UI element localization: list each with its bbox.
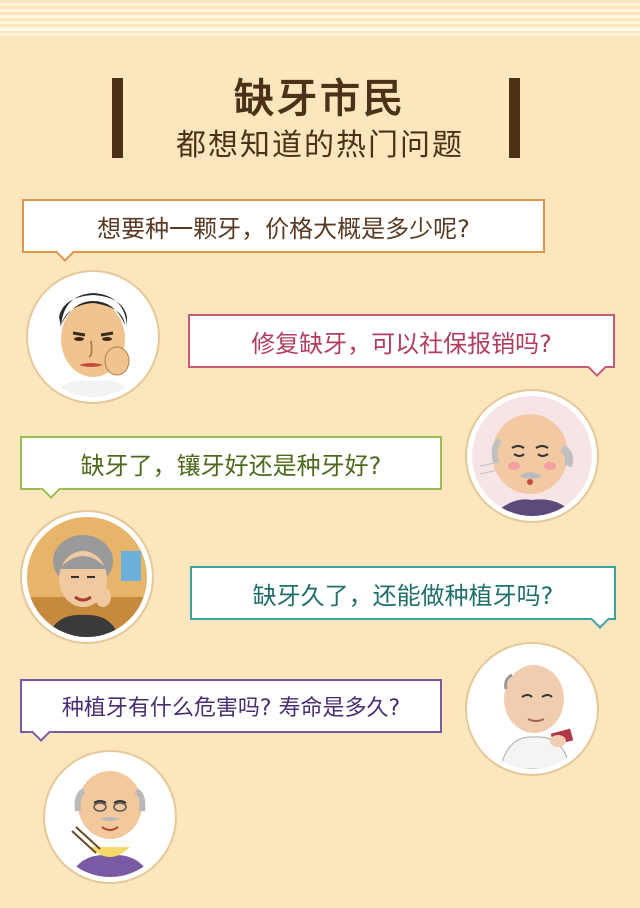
top-divider-line xyxy=(0,29,640,31)
bubble-tail xyxy=(41,479,61,499)
bubble-tail xyxy=(587,357,607,377)
page-title: 缺牙市民 xyxy=(234,76,406,122)
question-bubble-price: 想要种一颗牙，价格大概是多少呢? xyxy=(22,199,545,262)
elder-eating-noodles-icon xyxy=(45,752,175,882)
left-bracket-decoration xyxy=(112,78,123,158)
question-bubble-long-missing: 缺牙久了，还能做种植牙吗? xyxy=(190,566,616,629)
bubble-tail xyxy=(55,242,75,262)
question-bubble-insurance: 修复缺牙，可以社保报销吗? xyxy=(188,314,615,377)
grey-hair-woman-icon xyxy=(22,512,152,642)
page-subtitle: 都想知道的热门问题 xyxy=(176,128,464,163)
question-bubble-risk: 种植牙有什么危害吗? 寿命是多久? xyxy=(20,679,442,742)
question-text: 缺牙了，镶牙好还是种牙好? xyxy=(80,451,382,480)
right-bracket-decoration xyxy=(509,78,520,158)
question-bubble-compare: 缺牙了，镶牙好还是种牙好? xyxy=(20,436,442,499)
bubble-tail xyxy=(31,722,51,742)
bald-elder-whistling-icon xyxy=(467,391,597,521)
man-toothache-icon xyxy=(28,272,158,402)
question-text: 种植牙有什么危害吗? 寿命是多久? xyxy=(61,696,401,721)
question-text: 缺牙久了，还能做种植牙吗? xyxy=(252,581,554,610)
bubble-tail xyxy=(590,609,610,629)
question-text: 想要种一颗牙，价格大概是多少呢? xyxy=(97,214,470,243)
question-text: 修复缺牙，可以社保报销吗? xyxy=(251,329,552,358)
elder-holding-phone-icon xyxy=(467,644,597,774)
